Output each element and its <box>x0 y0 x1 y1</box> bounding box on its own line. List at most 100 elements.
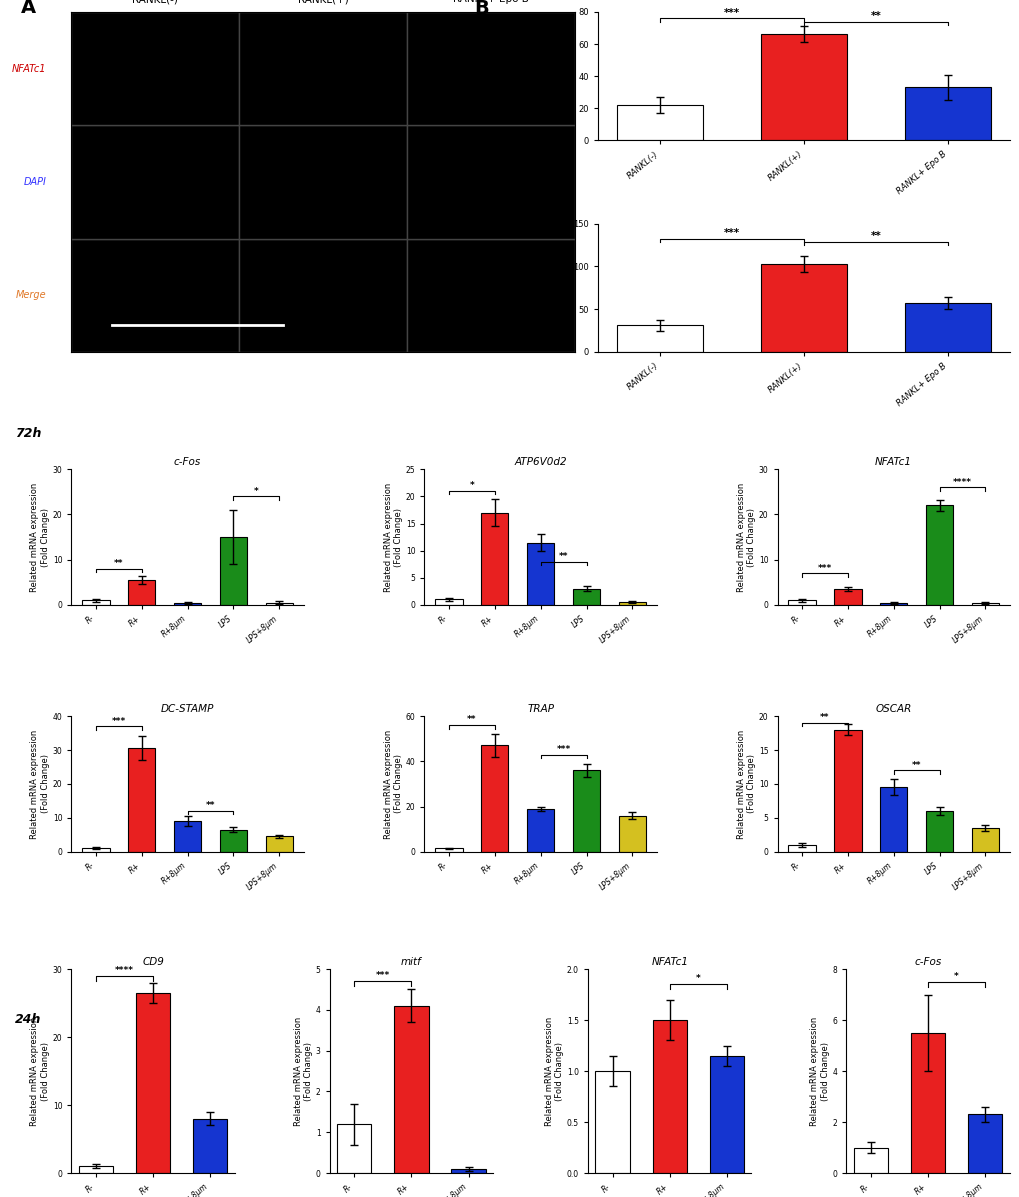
Y-axis label: Related mRNA expression
(Fold Change): Related mRNA expression (Fold Change) <box>383 482 403 591</box>
Bar <box>615 105 702 140</box>
Y-axis label: Related mRNA expression
(Fold Change): Related mRNA expression (Fold Change) <box>383 729 403 839</box>
Bar <box>904 303 990 352</box>
Bar <box>173 602 201 604</box>
Bar <box>219 830 247 852</box>
Bar <box>788 601 815 604</box>
Text: **: ** <box>206 801 215 810</box>
Bar <box>879 602 907 604</box>
Y-axis label: Related mRNA expression
(Fold Change): Related mRNA expression (Fold Change) <box>293 1016 313 1125</box>
Bar <box>760 263 846 352</box>
Text: ***: *** <box>723 7 739 18</box>
Title: mitf: mitf <box>400 956 422 967</box>
Bar <box>265 602 292 604</box>
Y-axis label: NFATc1 Translocation
(% positive Nuclei): NFATc1 Translocation (% positive Nuclei) <box>555 29 575 123</box>
Bar <box>239 126 407 238</box>
Title: DC-STAMP: DC-STAMP <box>161 704 214 713</box>
Title: CD9: CD9 <box>142 956 164 967</box>
Title: c-Fos: c-Fos <box>914 956 941 967</box>
Bar <box>239 238 407 352</box>
Bar <box>834 589 861 604</box>
Text: **: ** <box>467 716 476 724</box>
Text: A: A <box>21 0 36 18</box>
Bar <box>853 1148 888 1173</box>
Bar <box>127 748 155 852</box>
Bar <box>173 821 201 852</box>
Bar <box>78 1166 113 1173</box>
Text: NFATc1: NFATc1 <box>11 63 46 74</box>
Bar <box>434 600 462 604</box>
Bar <box>193 1119 227 1173</box>
Text: C: C <box>474 211 488 230</box>
Text: 24h: 24h <box>15 1014 42 1026</box>
Text: ***: *** <box>817 564 832 572</box>
Bar <box>760 35 846 140</box>
Bar <box>394 1005 428 1173</box>
Bar <box>82 601 109 604</box>
Bar <box>910 1033 945 1173</box>
Text: **: ** <box>114 559 123 569</box>
Text: RANKL(-): RANKL(-) <box>132 0 178 4</box>
Bar <box>526 542 554 604</box>
Title: TRAP: TRAP <box>527 704 553 713</box>
Title: NFATc1: NFATc1 <box>650 956 688 967</box>
Bar <box>652 1020 686 1173</box>
Bar <box>407 12 575 126</box>
Bar <box>709 1056 743 1173</box>
Bar <box>71 126 239 238</box>
Text: RANKL+ Epo B: RANKL+ Epo B <box>452 0 529 4</box>
Text: ****: **** <box>115 966 133 974</box>
Title: NFATc1: NFATc1 <box>874 457 911 467</box>
Bar <box>619 815 646 852</box>
Text: 72h: 72h <box>15 427 42 439</box>
Text: ***: *** <box>556 745 570 754</box>
Bar <box>967 1114 1002 1173</box>
Bar <box>573 771 600 852</box>
Text: *: * <box>254 487 259 496</box>
Text: ***: *** <box>111 717 125 725</box>
Bar <box>136 992 170 1173</box>
Text: DAPI: DAPI <box>23 177 46 187</box>
Text: *: * <box>954 972 958 980</box>
Bar <box>480 746 507 852</box>
Bar <box>407 126 575 238</box>
Bar <box>480 512 507 604</box>
Bar <box>71 12 239 126</box>
Text: RANKL(+): RANKL(+) <box>298 0 348 4</box>
Bar <box>595 1071 629 1173</box>
Text: **: ** <box>558 552 568 561</box>
Y-axis label: Nuclear NFATc1
(Mean intensity): Nuclear NFATc1 (Mean intensity) <box>550 250 570 324</box>
Text: **: ** <box>869 231 880 241</box>
Bar <box>71 238 239 352</box>
Y-axis label: Related mRNA expression
(Fold Change): Related mRNA expression (Fold Change) <box>544 1016 564 1125</box>
Bar <box>971 602 999 604</box>
Text: Merge: Merge <box>15 291 46 300</box>
Bar <box>127 581 155 604</box>
Bar <box>834 730 861 852</box>
Bar <box>451 1169 485 1173</box>
Bar <box>434 849 462 852</box>
Y-axis label: Related mRNA expression
(Fold Change): Related mRNA expression (Fold Change) <box>736 729 755 839</box>
Text: *: * <box>469 481 474 491</box>
Bar <box>619 602 646 604</box>
Title: ATP6V0d2: ATP6V0d2 <box>514 457 567 467</box>
Title: c-Fos: c-Fos <box>174 457 201 467</box>
Text: ****: **** <box>952 478 971 487</box>
Bar <box>573 589 600 604</box>
Bar <box>239 12 407 126</box>
Bar <box>526 809 554 852</box>
Bar <box>265 837 292 852</box>
Bar <box>615 326 702 352</box>
Bar <box>788 845 815 852</box>
Bar <box>337 1124 371 1173</box>
Bar <box>407 238 575 352</box>
Bar <box>82 849 109 852</box>
Text: **: ** <box>819 713 828 722</box>
Text: ***: *** <box>375 971 389 980</box>
Text: **: ** <box>911 760 920 770</box>
Y-axis label: Related mRNA expression
(Fold Change): Related mRNA expression (Fold Change) <box>736 482 755 591</box>
Y-axis label: Related mRNA expression
(Fold Change): Related mRNA expression (Fold Change) <box>31 1016 50 1125</box>
Bar <box>925 505 953 604</box>
Text: ***: *** <box>723 229 739 238</box>
Y-axis label: Related mRNA expression
(Fold Change): Related mRNA expression (Fold Change) <box>809 1016 828 1125</box>
Bar <box>879 788 907 852</box>
